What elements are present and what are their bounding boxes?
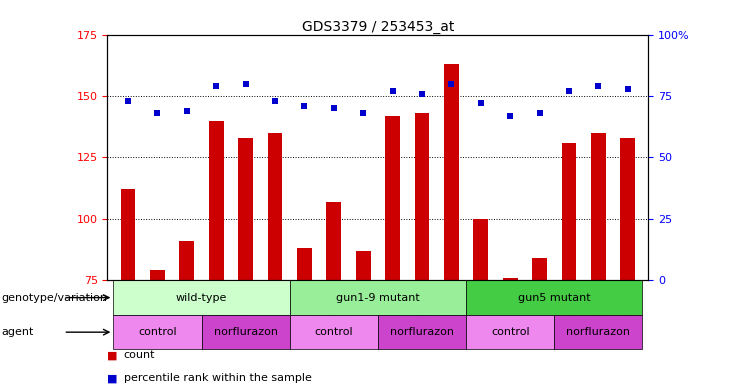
Bar	[473, 219, 488, 280]
Bar	[503, 278, 517, 280]
Point	[151, 110, 163, 116]
Point	[181, 108, 193, 114]
Point	[563, 88, 575, 94]
Bar	[620, 138, 635, 280]
Point	[416, 91, 428, 97]
Bar	[113, 315, 202, 349]
Text: wild-type: wild-type	[176, 293, 227, 303]
Bar	[378, 315, 466, 349]
Bar	[532, 258, 547, 280]
Bar	[444, 64, 459, 280]
Text: gun1-9 mutant: gun1-9 mutant	[336, 293, 420, 303]
Bar	[290, 315, 378, 349]
Text: norflurazon: norflurazon	[390, 327, 454, 337]
Text: norflurazon: norflurazon	[566, 327, 631, 337]
Bar	[327, 202, 341, 280]
Bar	[591, 133, 605, 280]
Bar	[297, 248, 312, 280]
Title: GDS3379 / 253453_at: GDS3379 / 253453_at	[302, 20, 454, 33]
Bar	[466, 315, 554, 349]
Point	[269, 98, 281, 104]
Text: gun5 mutant: gun5 mutant	[518, 293, 591, 303]
Text: percentile rank within the sample: percentile rank within the sample	[124, 373, 312, 383]
Point	[357, 110, 369, 116]
Point	[122, 98, 134, 104]
Point	[505, 113, 516, 119]
Point	[299, 103, 310, 109]
Point	[328, 105, 339, 111]
Bar	[268, 133, 282, 280]
Point	[622, 86, 634, 92]
Text: count: count	[124, 350, 156, 360]
Bar	[562, 143, 576, 280]
Point	[210, 83, 222, 89]
Text: control: control	[491, 327, 530, 337]
Text: ■: ■	[107, 373, 118, 383]
Bar	[239, 138, 253, 280]
Bar	[415, 113, 429, 280]
Bar	[202, 315, 290, 349]
Bar	[121, 189, 136, 280]
Text: ■: ■	[107, 350, 118, 360]
Bar	[179, 241, 194, 280]
Point	[239, 81, 251, 87]
Text: genotype/variation: genotype/variation	[1, 293, 107, 303]
Point	[445, 81, 457, 87]
Bar	[554, 315, 642, 349]
Bar	[209, 121, 224, 280]
Bar	[113, 280, 290, 315]
Point	[387, 88, 399, 94]
Bar	[356, 251, 370, 280]
Text: control: control	[314, 327, 353, 337]
Point	[475, 100, 487, 106]
Point	[593, 83, 605, 89]
Bar	[150, 270, 165, 280]
Text: control: control	[138, 327, 177, 337]
Text: norflurazon: norflurazon	[213, 327, 278, 337]
Bar	[290, 280, 466, 315]
Point	[534, 110, 545, 116]
Bar	[385, 116, 400, 280]
Text: agent: agent	[1, 327, 34, 337]
Bar	[466, 280, 642, 315]
